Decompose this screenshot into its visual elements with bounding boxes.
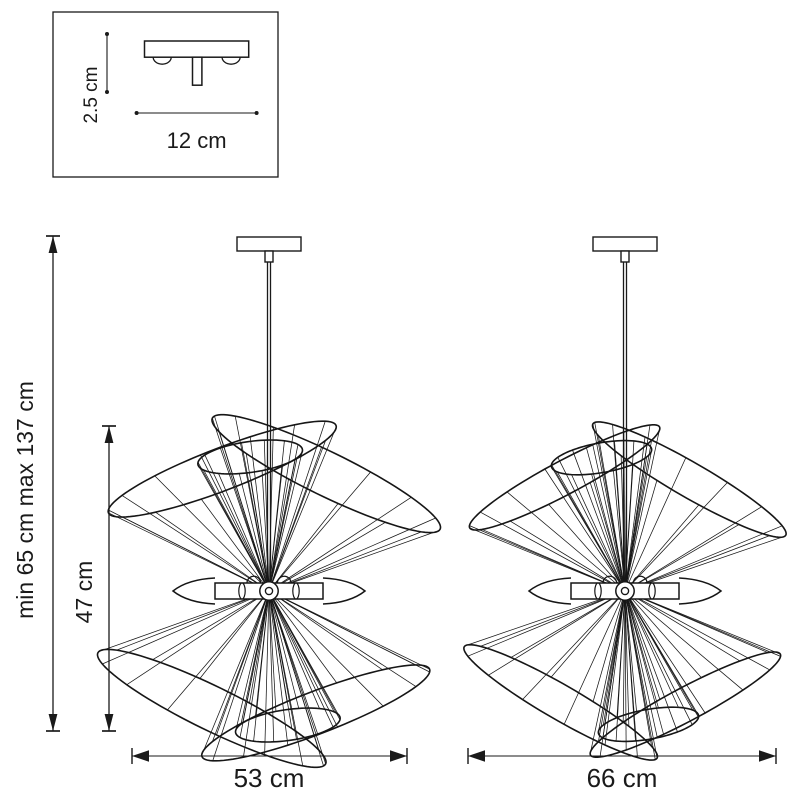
svg-text:66 cm: 66 cm [587, 763, 658, 793]
svg-text:53 cm: 53 cm [234, 763, 305, 793]
svg-text:47 cm: 47 cm [71, 561, 97, 624]
svg-text:min 65 cm max 137 cm: min 65 cm max 137 cm [12, 381, 38, 619]
svg-text:12 cm: 12 cm [167, 128, 227, 153]
svg-text:2.5 cm: 2.5 cm [81, 66, 102, 123]
